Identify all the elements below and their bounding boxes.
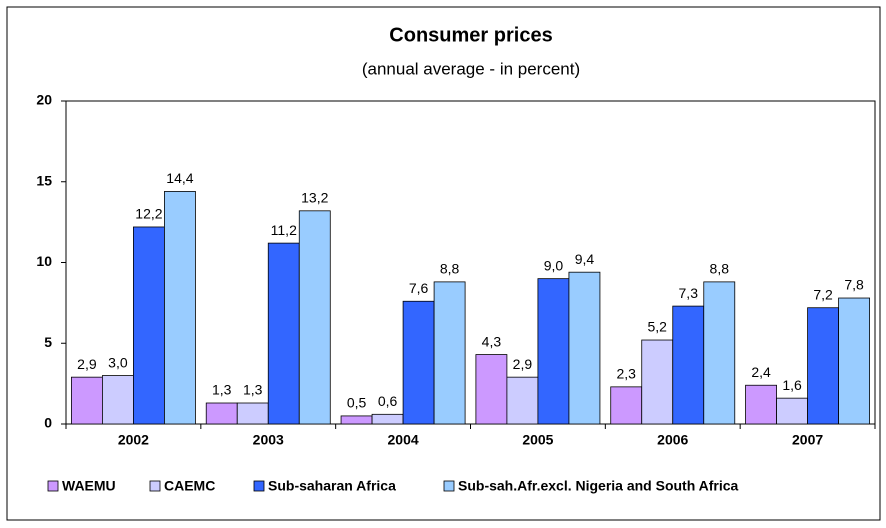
- legend-swatch: [443, 480, 455, 492]
- bar: [776, 397, 808, 425]
- data-label: 14,4: [166, 170, 193, 186]
- bar: [70, 376, 103, 425]
- data-label: 7,2: [813, 286, 833, 302]
- data-label: 7,8: [844, 277, 864, 293]
- data-label: 5,2: [648, 319, 668, 335]
- data-label: 2,4: [751, 364, 771, 380]
- legend-label: Sub-sah.Afr.excl. Nigeria and South Afri…: [458, 478, 739, 494]
- data-label: 8,8: [710, 261, 730, 277]
- data-label: 0,6: [378, 393, 398, 409]
- data-label: 1,3: [243, 382, 263, 398]
- bar: [433, 281, 466, 425]
- bar: [537, 278, 570, 425]
- y-tick-label: 5: [44, 334, 52, 350]
- bar: [133, 226, 165, 425]
- bar: [298, 210, 331, 425]
- data-label: 13,2: [301, 190, 328, 206]
- bar: [236, 402, 269, 425]
- bar: [267, 242, 300, 425]
- bar: [205, 402, 238, 425]
- y-tick-label: 15: [36, 172, 52, 188]
- data-label: 7,3: [679, 285, 699, 301]
- data-label: 9,0: [544, 257, 564, 273]
- data-label: 12,2: [135, 206, 162, 222]
- bar: [102, 375, 134, 425]
- data-label: 1,3: [212, 382, 232, 398]
- legend-swatch: [253, 480, 265, 492]
- y-tick-label: 20: [36, 92, 52, 108]
- bar: [340, 415, 373, 425]
- y-tick-label: 0: [44, 415, 52, 431]
- bar: [402, 300, 435, 425]
- legend-swatch: [47, 480, 59, 492]
- bar: [506, 376, 539, 425]
- data-label: 11,2: [271, 222, 297, 238]
- x-tick-label: 2002: [118, 432, 149, 448]
- legend-label: CAEMC: [164, 478, 215, 494]
- bar: [807, 307, 839, 425]
- x-tick-label: 2005: [522, 432, 553, 448]
- bar: [610, 386, 643, 425]
- data-label: 7,6: [409, 280, 429, 296]
- bar: [568, 271, 601, 425]
- legend-label: Sub-saharan Africa: [268, 478, 396, 494]
- data-label: 1,6: [782, 377, 802, 393]
- bar: [641, 339, 674, 425]
- data-label: 4,3: [482, 333, 502, 349]
- legend-label: WAEMU: [62, 478, 116, 494]
- data-label: 8,8: [440, 261, 460, 277]
- x-tick-label: 2004: [388, 432, 419, 448]
- data-label: 3,0: [108, 354, 128, 370]
- bar: [703, 281, 736, 425]
- x-tick-label: 2006: [657, 432, 688, 448]
- bar: [672, 305, 705, 425]
- data-label: 2,9: [513, 356, 533, 372]
- bar: [745, 384, 777, 425]
- x-tick-label: 2003: [253, 432, 284, 448]
- data-label: 2,3: [616, 366, 636, 382]
- chart-subtitle: (annual average - in percent): [362, 59, 580, 78]
- bar: [838, 297, 871, 425]
- x-tick-label: 2007: [792, 432, 823, 448]
- data-label: 2,9: [77, 356, 97, 372]
- legend-swatch: [149, 480, 161, 492]
- bar: [164, 191, 196, 425]
- y-tick-label: 10: [36, 253, 52, 269]
- bar: [475, 354, 508, 425]
- bar: [371, 413, 404, 425]
- chart-title: Consumer prices: [389, 24, 552, 46]
- data-label: 9,4: [575, 251, 595, 267]
- data-label: 0,5: [347, 395, 367, 411]
